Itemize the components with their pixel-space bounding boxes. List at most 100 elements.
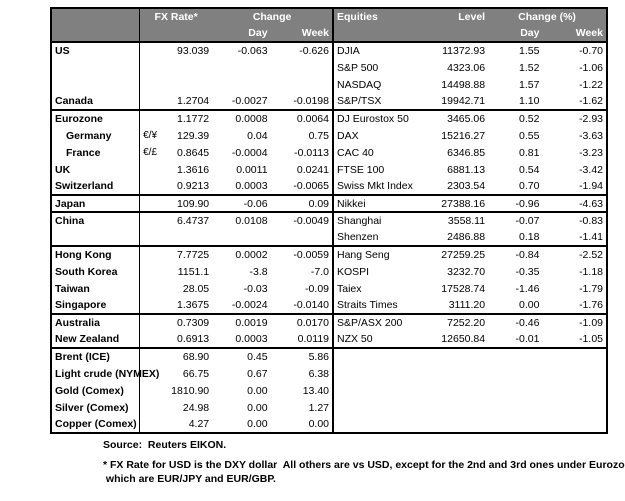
table-row: Eurozone 1.1772 0.0008 0.0064 DJ Eurostox 50… [51, 110, 607, 127]
fx-change-week-value: 13.40 [302, 384, 329, 397]
row-label: UK [51, 161, 141, 178]
fx-rate-value: 1.2704 [163, 93, 213, 111]
fx-rate-value: 1.1772 [177, 113, 210, 125]
equity-label: Shanghai [332, 212, 426, 229]
fx-change-day-value: -0.0027 [212, 93, 271, 111]
header-empty-cell [51, 25, 141, 43]
fx-change-day-value: 0.0011 [236, 163, 268, 176]
fx-change-day-value: -0.03 [243, 282, 268, 295]
equity-level-value [426, 399, 488, 416]
row-label: Eurozone [51, 110, 141, 127]
table-row: Silver (Comex) 24.98 0.00 1.27 [51, 399, 607, 416]
equity-change-day-value: 1.10 [488, 93, 543, 111]
fx-rate-value [164, 59, 212, 76]
table-row: Singapore 1.3675 -0.0024 -0.0140 Straits Tim… [51, 297, 607, 315]
row-label [51, 59, 141, 76]
equity-label: S&P/ASX 200 [332, 314, 426, 331]
fx-change-day-value [212, 229, 271, 247]
fx-rate-header: FX Rate* [139, 8, 213, 25]
fx-change-day-value: 0.67 [247, 367, 268, 380]
fx-change-day-value: -0.063 [237, 45, 268, 57]
equity-change-day-value: -1.46 [515, 282, 540, 295]
market-data-table: FX Rate* Change Equities Level Change (%… [50, 7, 608, 434]
fx-rate-value: 4.27 [163, 416, 213, 434]
currency-pair [140, 348, 164, 365]
table-row: Canada 1.2704 -0.0027 -0.0198 S&P/TSX 19942.7… [51, 93, 607, 111]
equity-change-day-value [488, 365, 542, 382]
row-label: Canada [51, 93, 141, 111]
equity-change-week-value: -3.42 [579, 163, 603, 176]
equity-level-value: 11372.93 [442, 45, 486, 57]
fx-change-week-value: 0.75 [308, 129, 329, 142]
equity-change-week-value: -2.52 [579, 249, 603, 261]
currency-pair [140, 263, 164, 280]
equity-label: FTSE 100 [332, 161, 426, 178]
equity-label: Hang Seng [332, 246, 426, 263]
header-row-2: Day Week Day Week [51, 25, 607, 43]
header-row-1: FX Rate* Change Equities Level Change (%… [51, 8, 607, 25]
equity-level-value: 3558.11 [447, 215, 486, 227]
equity-change-week-value [542, 382, 607, 399]
level-header: Level [425, 8, 489, 25]
equities-week-header: Week [542, 25, 607, 43]
equity-level-value [425, 416, 489, 434]
equity-change-day-value: -0.35 [515, 265, 540, 278]
row-label [51, 76, 141, 93]
equity-change-day-value: -0.84 [515, 249, 540, 261]
equity-level-value [426, 365, 488, 382]
equity-label: DAX [332, 127, 426, 144]
equity-label [332, 348, 426, 365]
equity-level-value: 19942.71 [425, 93, 489, 111]
equity-level-value: 14498.88 [441, 78, 486, 91]
equity-label: Swiss Mkt Index [332, 178, 426, 196]
fx-change-day-value: 0.0019 [235, 317, 268, 329]
equity-change-day-value [488, 416, 543, 434]
table-row: China 6.4737 0.0108 -0.0049 Shanghai 3558.11 -… [51, 212, 607, 229]
row-label: Light crude (NYMEX) [51, 365, 159, 382]
equity-label: Shenzen [332, 229, 426, 247]
currency-pair [140, 161, 164, 178]
equity-change-day-value: 0.70 [488, 178, 543, 196]
equity-change-week-value: -0.70 [579, 45, 603, 57]
fx-rate-value: 1.3675 [163, 297, 213, 315]
fx-change-week-value: -0.09 [305, 282, 329, 295]
fx-change-day-value: -0.0024 [212, 297, 271, 315]
equity-change-day-value: 0.00 [488, 297, 543, 315]
currency-pair [140, 399, 164, 416]
table-row: UK 1.3616 0.0011 0.0241 FTSE 100 6881.13 0.54 -… [51, 161, 607, 178]
equity-change-day-value [488, 382, 542, 399]
currency-pair [139, 297, 164, 315]
fx-rate-value: 28.05 [182, 282, 210, 295]
table-row: US 93.039 -0.063 -0.626 DJIA 11372.93 1.55 -0.7… [51, 42, 607, 59]
equity-change-week-value: -2.93 [579, 113, 603, 125]
table-row: Germany €/¥ 129.39 0.04 0.75 DAX 15216.27 0.55 -… [51, 127, 607, 144]
equity-level-value [426, 348, 488, 365]
equity-change-week-value: -1.09 [579, 317, 603, 329]
currency-pair [140, 212, 164, 229]
equity-change-day-value: 1.57 [519, 78, 540, 91]
table-row: Japan 109.90 -0.06 0.09 Nikkei 27388.16 -0.96-… [51, 195, 607, 213]
fx-change-week-value [271, 76, 333, 93]
fx-change-week-value: -0.0113 [294, 146, 329, 159]
fx-change-week-value: 0.0170 [296, 317, 329, 329]
equity-level-value: 2486.88 [425, 229, 489, 247]
header-empty-cell [425, 25, 489, 43]
equity-change-week-value: -1.41 [542, 229, 607, 247]
equity-label: S&P 500 [332, 59, 426, 76]
equity-level-value: 27388.16 [425, 195, 489, 213]
equity-level-value: 6881.13 [447, 163, 486, 176]
equity-level-value: 15216.27 [441, 129, 486, 142]
equity-level-value: 3232.70 [447, 265, 486, 278]
equity-label: NASDAQ [332, 76, 426, 93]
fx-change-week-value [270, 229, 333, 247]
fx-change-day-value [212, 59, 270, 76]
equity-level-value: 2303.54 [425, 178, 489, 196]
fx-change-day-value [212, 76, 270, 93]
table-row: S&P 500 4323.06 1.52 -1.06 [51, 59, 607, 76]
equity-change-day-value: 0.81 [519, 146, 540, 159]
fx-day-header: Day [212, 25, 271, 43]
fx-change-day-value: -0.06 [212, 195, 271, 213]
fx-rate-value: 6.4737 [177, 215, 210, 227]
row-label: Singapore [51, 297, 141, 315]
fx-change-day-value: 0.0008 [235, 113, 268, 125]
